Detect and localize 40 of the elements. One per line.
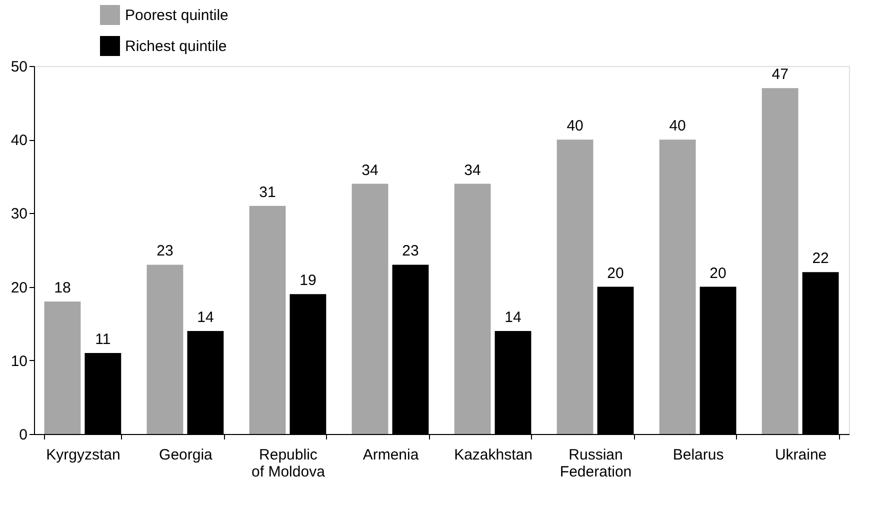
- bar: [454, 184, 491, 434]
- bar: [556, 140, 594, 434]
- y-tick-label: 40: [10, 132, 28, 150]
- y-tick-label: 0: [19, 426, 28, 444]
- data-label: 34: [464, 162, 481, 179]
- bar: [249, 206, 286, 434]
- data-label: 23: [156, 242, 174, 260]
- x-tick-label: Ukraine: [774, 446, 827, 464]
- bar: [44, 302, 81, 434]
- legend-label: Poorest quintile: [125, 7, 228, 24]
- bar: [762, 88, 798, 434]
- data-label: 18: [54, 280, 71, 297]
- y-tick-label: 50: [10, 58, 28, 76]
- x-tick-label: Georgia: [159, 446, 214, 464]
- data-label: 47: [772, 66, 788, 84]
- legend-label: Richest quintile: [125, 38, 227, 55]
- data-label: 40: [566, 118, 584, 135]
- y-tick-label: 10: [10, 352, 28, 370]
- data-label: 14: [504, 308, 522, 326]
- data-label: 11: [95, 331, 111, 348]
- bar: [146, 264, 184, 434]
- data-label: 23: [402, 242, 419, 260]
- x-tick-label: Republic of Moldova: [252, 446, 326, 480]
- data-label: 34: [362, 162, 378, 179]
- data-label: 31: [259, 184, 276, 201]
- y-tick-label: 20: [10, 279, 28, 296]
- data-label: 20: [710, 264, 726, 282]
- data-label: 40: [669, 118, 686, 135]
- x-tick-label: Armenia: [362, 446, 420, 464]
- data-label: 20: [607, 264, 624, 282]
- data-label: 14: [197, 308, 214, 326]
- x-tick-label: Kyrgyzstan: [46, 446, 120, 464]
- x-tick-label: Kazakhstan: [454, 446, 532, 464]
- x-tick-label: Belarus: [672, 446, 724, 464]
- y-tick-label: 30: [10, 206, 28, 223]
- x-tick-label: Russian Federation: [560, 446, 632, 480]
- data-label: 19: [300, 272, 316, 290]
- bar: [659, 140, 696, 434]
- bar: [352, 184, 388, 434]
- data-label: 22: [812, 250, 829, 268]
